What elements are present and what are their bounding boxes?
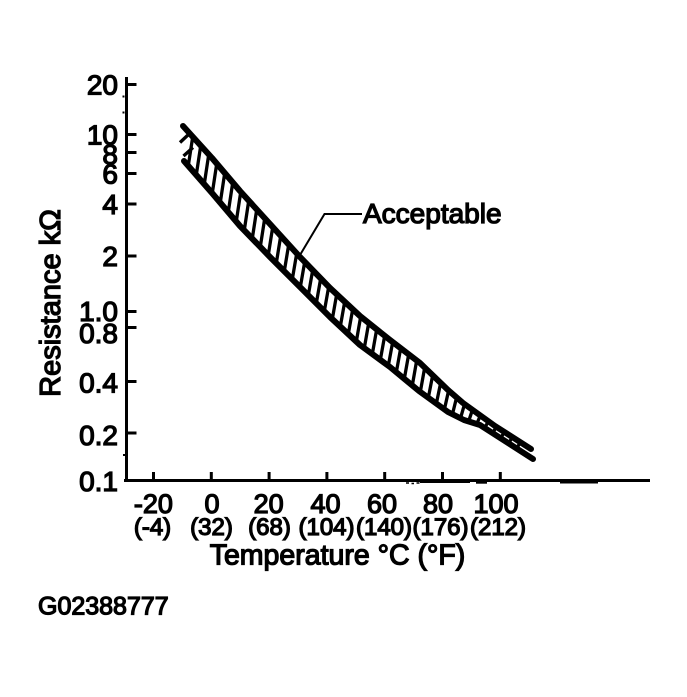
svg-text:0.2: 0.2 bbox=[79, 420, 118, 451]
svg-text:80: 80 bbox=[423, 489, 453, 519]
svg-text:G02388777: G02388777 bbox=[38, 593, 169, 621]
svg-text:Temperature °C (°F): Temperature °C (°F) bbox=[210, 540, 466, 572]
svg-text:40: 40 bbox=[310, 489, 340, 519]
svg-text:Resistance kΩ: Resistance kΩ bbox=[35, 209, 67, 397]
svg-text:0.8: 0.8 bbox=[79, 318, 118, 349]
svg-text:60: 60 bbox=[367, 489, 397, 519]
svg-text:(176): (176) bbox=[412, 514, 468, 541]
svg-text:(-4): (-4) bbox=[134, 514, 171, 541]
svg-text:2: 2 bbox=[102, 241, 118, 272]
svg-text:100: 100 bbox=[473, 489, 518, 519]
svg-text:(32): (32) bbox=[190, 514, 233, 541]
svg-text:0: 0 bbox=[204, 489, 219, 519]
svg-text:8: 8 bbox=[102, 139, 118, 170]
svg-text:(140): (140) bbox=[356, 514, 412, 541]
svg-text:4: 4 bbox=[102, 189, 118, 220]
svg-text:1.0: 1.0 bbox=[79, 296, 118, 327]
svg-text:(212): (212) bbox=[470, 514, 526, 541]
svg-text:20: 20 bbox=[254, 489, 284, 519]
svg-text:6: 6 bbox=[102, 159, 118, 190]
svg-text:(104): (104) bbox=[298, 514, 354, 541]
svg-text:0.1: 0.1 bbox=[79, 466, 118, 497]
svg-text:-20: -20 bbox=[134, 489, 173, 519]
svg-text:Acceptable: Acceptable bbox=[363, 198, 502, 229]
svg-text:(68): (68) bbox=[248, 514, 291, 541]
svg-text:20: 20 bbox=[87, 70, 118, 101]
svg-text:10: 10 bbox=[87, 120, 118, 151]
svg-text:0.4: 0.4 bbox=[79, 368, 118, 399]
